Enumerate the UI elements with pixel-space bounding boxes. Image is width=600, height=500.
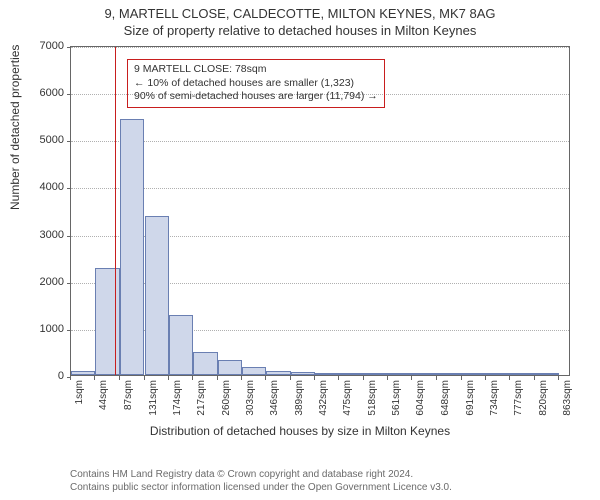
y-axis-ticks: 01000200030004000500060007000 <box>24 46 70 376</box>
xtick-label: 604sqm <box>415 380 426 416</box>
ytick-mark <box>67 141 71 142</box>
xtick-label: 820sqm <box>538 380 549 416</box>
annotation-line2: ← 10% of detached houses are smaller (1,… <box>134 77 378 91</box>
plot-region: 9 MARTELL CLOSE: 78sqm← 10% of detached … <box>70 46 570 376</box>
xtick-mark <box>509 376 510 380</box>
histogram-bar <box>266 371 290 375</box>
xtick-label: 561sqm <box>391 380 402 416</box>
xtick-mark <box>534 376 535 380</box>
page-title: 9, MARTELL CLOSE, CALDECOTTE, MILTON KEY… <box>0 0 600 21</box>
histogram-bar <box>145 216 169 375</box>
histogram-bar <box>315 373 339 375</box>
histogram-bar <box>462 373 486 375</box>
page-subtitle: Size of property relative to detached ho… <box>0 21 600 38</box>
annotation-line1: 9 MARTELL CLOSE: 78sqm <box>134 63 378 77</box>
xtick-mark <box>217 376 218 380</box>
footer-attribution: Contains HM Land Registry data © Crown c… <box>70 468 452 494</box>
ytick-label: 6000 <box>24 87 64 99</box>
xtick-mark <box>338 376 339 380</box>
xtick-mark <box>387 376 388 380</box>
xtick-label: 217sqm <box>196 380 207 416</box>
xtick-label: 174sqm <box>172 380 183 416</box>
xtick-mark <box>363 376 364 380</box>
xtick-mark <box>241 376 242 380</box>
footer-line2: Contains public sector information licen… <box>70 481 452 494</box>
ytick-mark <box>67 330 71 331</box>
histogram-bar <box>412 373 436 375</box>
gridline <box>71 141 569 142</box>
gridline <box>71 47 569 48</box>
histogram-bar <box>535 373 559 375</box>
ytick-mark <box>67 236 71 237</box>
histogram-bar <box>437 373 461 375</box>
histogram-bar <box>510 373 534 375</box>
histogram-bar <box>120 119 144 375</box>
ytick-mark <box>67 283 71 284</box>
histogram-bar <box>71 371 95 375</box>
page-container: 9, MARTELL CLOSE, CALDECOTTE, MILTON KEY… <box>0 0 600 500</box>
xtick-label: 734sqm <box>489 380 500 416</box>
histogram-bar <box>486 373 510 375</box>
ytick-label: 1000 <box>24 323 64 335</box>
xtick-mark <box>192 376 193 380</box>
xtick-label: 691sqm <box>465 380 476 416</box>
xtick-label: 389sqm <box>294 380 305 416</box>
annotation-line3: 90% of semi-detached houses are larger (… <box>134 90 378 104</box>
xtick-mark <box>411 376 412 380</box>
xtick-label: 303sqm <box>245 380 256 416</box>
gridline <box>71 188 569 189</box>
ytick-label: 5000 <box>24 134 64 146</box>
ytick-mark <box>67 47 71 48</box>
footer-line1: Contains HM Land Registry data © Crown c… <box>70 468 452 481</box>
xtick-label: 131sqm <box>148 380 159 416</box>
xtick-label: 260sqm <box>221 380 232 416</box>
histogram-bar <box>291 372 315 375</box>
xtick-mark <box>119 376 120 380</box>
xtick-label: 475sqm <box>342 380 353 416</box>
xtick-label: 863sqm <box>562 380 573 416</box>
annotation-box: 9 MARTELL CLOSE: 78sqm← 10% of detached … <box>127 59 385 108</box>
histogram-bar <box>218 360 242 375</box>
histogram-bar <box>193 352 217 375</box>
ytick-label: 2000 <box>24 276 64 288</box>
histogram-bar <box>364 373 388 375</box>
chart-area: 9 MARTELL CLOSE: 78sqm← 10% of detached … <box>70 46 570 376</box>
xtick-label: 44sqm <box>98 380 109 410</box>
x-axis-ticks: 1sqm 44sqm 87sqm 131sqm 174sqm 217sqm 260sqm 30… <box>70 376 570 426</box>
histogram-bar <box>169 315 193 375</box>
x-axis-label: Distribution of detached houses by size … <box>0 424 600 438</box>
histogram-bar <box>388 373 412 375</box>
marker-line <box>115 47 117 375</box>
ytick-mark <box>67 188 71 189</box>
ytick-mark <box>67 94 71 95</box>
xtick-label: 648sqm <box>440 380 451 416</box>
xtick-mark <box>94 376 95 380</box>
ytick-label: 4000 <box>24 181 64 193</box>
xtick-mark <box>168 376 169 380</box>
ytick-label: 3000 <box>24 229 64 241</box>
ytick-label: 0 <box>24 370 64 382</box>
xtick-mark <box>314 376 315 380</box>
histogram-bar <box>339 373 363 375</box>
xtick-mark <box>290 376 291 380</box>
ytick-label: 7000 <box>24 40 64 52</box>
xtick-label: 346sqm <box>269 380 280 416</box>
xtick-mark <box>558 376 559 380</box>
xtick-mark <box>485 376 486 380</box>
xtick-label: 777sqm <box>513 380 524 416</box>
xtick-mark <box>265 376 266 380</box>
xtick-mark <box>144 376 145 380</box>
xtick-label: 1sqm <box>74 380 85 404</box>
xtick-label: 432sqm <box>318 380 329 416</box>
histogram-bar <box>242 367 266 375</box>
xtick-label: 87sqm <box>123 380 134 410</box>
y-axis-label: Number of detached properties <box>8 45 22 210</box>
xtick-mark <box>436 376 437 380</box>
xtick-mark <box>70 376 71 380</box>
xtick-mark <box>461 376 462 380</box>
xtick-label: 518sqm <box>367 380 378 416</box>
